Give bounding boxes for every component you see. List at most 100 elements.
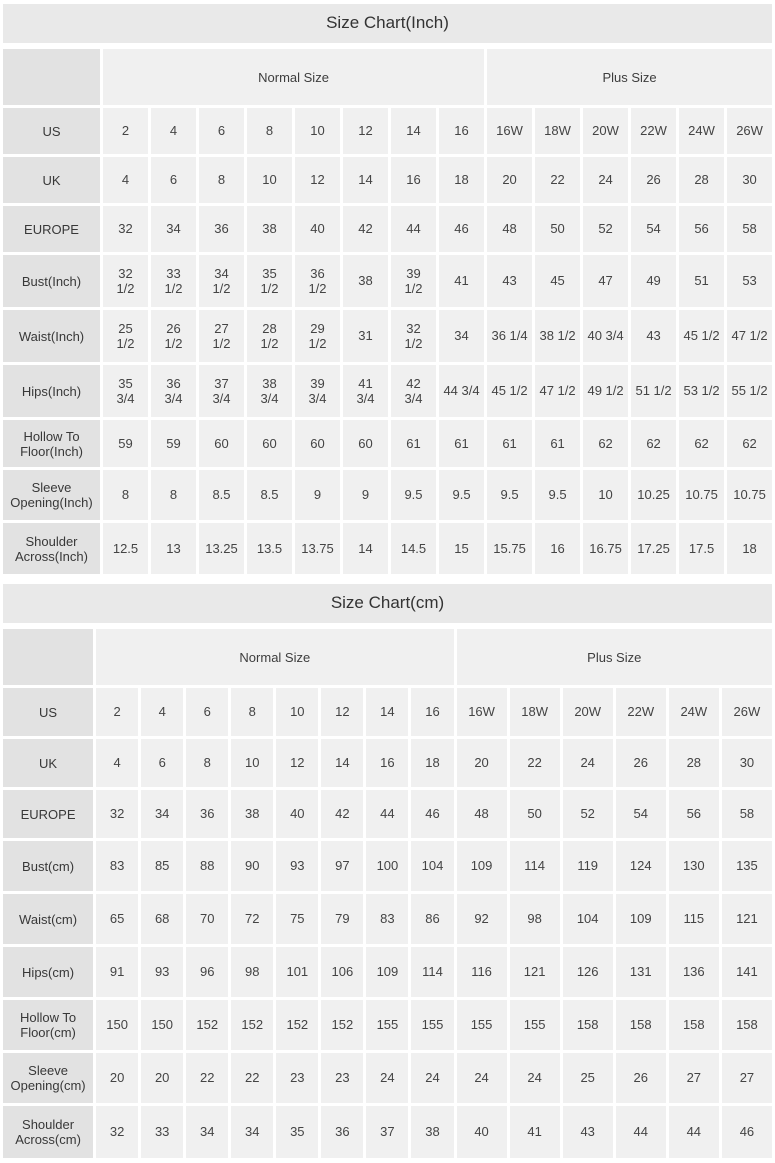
size-value-cell: 20W xyxy=(583,108,629,154)
size-value-cell: 158 xyxy=(562,1000,613,1050)
size-value-cell: 26W xyxy=(721,688,772,736)
column-group-header: Normal Size xyxy=(103,49,485,105)
row-label: Waist(cm) xyxy=(3,894,94,944)
size-value-cell: 32 xyxy=(96,1106,139,1158)
size-value-cell: 109 xyxy=(615,894,666,944)
size-value-cell: 42 xyxy=(343,206,388,252)
size-value-cell: 98 xyxy=(509,894,560,944)
size-value-cell: 44 xyxy=(391,206,436,252)
row-label: EUROPE xyxy=(3,790,94,838)
size-value-cell: 106 xyxy=(321,947,364,997)
size-value-cell: 56 xyxy=(668,790,719,838)
size-value-cell: 4 xyxy=(151,108,196,154)
size-value-cell: 37 3/4 xyxy=(199,365,244,417)
size-value-cell: 36 1/4 xyxy=(487,310,533,362)
size-value-cell: 13.25 xyxy=(199,523,244,574)
size-value-cell: 126 xyxy=(562,947,613,997)
size-value-cell: 54 xyxy=(631,206,677,252)
size-value-cell: 158 xyxy=(615,1000,666,1050)
size-value-cell: 6 xyxy=(151,157,196,203)
size-value-cell: 36 xyxy=(186,790,229,838)
size-value-cell: 14 xyxy=(366,688,409,736)
table-row: Hollow To Floor(Inch) 59 59 60 60 60 60 61 61 61 6… xyxy=(3,420,773,467)
size-value-cell: 51 1/2 xyxy=(631,365,677,417)
size-value-cell: 8.5 xyxy=(199,470,244,520)
size-value-cell: 61 xyxy=(487,420,533,467)
size-value-cell: 24 xyxy=(366,1053,409,1103)
column-group-header: Normal Size xyxy=(96,629,454,685)
size-value-cell: 30 xyxy=(721,739,772,787)
size-value-cell: 44 xyxy=(668,1106,719,1158)
size-value-cell: 38 xyxy=(247,206,292,252)
size-value-cell: 60 xyxy=(295,420,340,467)
size-chart-inch-title: Size Chart(Inch) xyxy=(3,4,772,43)
size-value-cell: 58 xyxy=(721,790,772,838)
size-value-cell: 9 xyxy=(343,470,388,520)
size-value-cell: 85 xyxy=(141,841,184,891)
size-value-cell: 53 1/2 xyxy=(679,365,725,417)
size-value-cell: 45 xyxy=(535,255,581,307)
size-value-cell: 32 xyxy=(96,790,139,838)
row-label: Bust(Inch) xyxy=(3,255,100,307)
group-header-row: Normal Size Plus Size xyxy=(3,629,772,685)
size-value-cell: 12 xyxy=(276,739,319,787)
size-value-cell: 158 xyxy=(721,1000,772,1050)
size-value-cell: 24 xyxy=(456,1053,507,1103)
size-value-cell: 26 xyxy=(615,739,666,787)
row-label: Hips(Inch) xyxy=(3,365,100,417)
size-value-cell: 43 xyxy=(631,310,677,362)
size-value-cell: 135 xyxy=(721,841,772,891)
size-value-cell: 29 1/2 xyxy=(295,310,340,362)
size-value-cell: 10 xyxy=(276,688,319,736)
size-value-cell: 86 xyxy=(411,894,454,944)
size-value-cell: 20 xyxy=(96,1053,139,1103)
size-value-cell: 10 xyxy=(295,108,340,154)
size-value-cell: 36 xyxy=(321,1106,364,1158)
size-value-cell: 155 xyxy=(411,1000,454,1050)
size-chart-cm-table: Normal Size Plus Size US 2 4 6 8 10 12 14 16 16W 18W… xyxy=(0,626,775,1161)
size-value-cell: 14 xyxy=(321,739,364,787)
size-value-cell: 61 xyxy=(439,420,485,467)
size-value-cell: 20 xyxy=(456,739,507,787)
size-value-cell: 17.5 xyxy=(679,523,725,574)
size-value-cell: 38 xyxy=(231,790,274,838)
size-value-cell: 158 xyxy=(668,1000,719,1050)
size-value-cell: 59 xyxy=(103,420,148,467)
size-value-cell: 24W xyxy=(679,108,725,154)
size-value-cell: 10 xyxy=(231,739,274,787)
row-label: Shoulder Across(cm) xyxy=(3,1106,94,1158)
size-value-cell: 22W xyxy=(631,108,677,154)
table-row: US 2 4 6 8 10 12 14 16 16W 18W 20W 22W 24W 26W xyxy=(3,108,773,154)
size-value-cell: 49 1/2 xyxy=(583,365,629,417)
size-value-cell: 104 xyxy=(411,841,454,891)
size-value-cell: 40 xyxy=(276,790,319,838)
size-value-cell: 8 xyxy=(231,688,274,736)
size-value-cell: 61 xyxy=(535,420,581,467)
group-header-row: Normal Size Plus Size xyxy=(3,49,773,105)
size-value-cell: 16W xyxy=(487,108,533,154)
size-value-cell: 9 xyxy=(295,470,340,520)
size-value-cell: 23 xyxy=(276,1053,319,1103)
size-value-cell: 12 xyxy=(343,108,388,154)
size-value-cell: 75 xyxy=(276,894,319,944)
size-value-cell: 41 3/4 xyxy=(343,365,388,417)
size-value-cell: 47 1/2 xyxy=(727,310,773,362)
size-value-cell: 15.75 xyxy=(487,523,533,574)
size-value-cell: 60 xyxy=(247,420,292,467)
size-value-cell: 121 xyxy=(721,894,772,944)
size-value-cell: 9.5 xyxy=(391,470,436,520)
size-value-cell: 4 xyxy=(103,157,148,203)
size-value-cell: 8 xyxy=(186,739,229,787)
size-value-cell: 13 xyxy=(151,523,196,574)
row-label: Sleeve Opening(cm) xyxy=(3,1053,94,1103)
size-value-cell: 34 xyxy=(151,206,196,252)
size-value-cell: 16 xyxy=(366,739,409,787)
size-value-cell: 32 1/2 xyxy=(103,255,148,307)
size-value-cell: 48 xyxy=(456,790,507,838)
table-row: Sleeve Opening(cm) 20 20 22 22 23 23 24 24 24 24 25… xyxy=(3,1053,772,1103)
size-value-cell: 16 xyxy=(535,523,581,574)
size-value-cell: 130 xyxy=(668,841,719,891)
size-value-cell: 40 3/4 xyxy=(583,310,629,362)
size-value-cell: 41 xyxy=(439,255,485,307)
table-row: Hips(cm) 91 93 96 98 101 106 109 114 116 121 126 131… xyxy=(3,947,772,997)
